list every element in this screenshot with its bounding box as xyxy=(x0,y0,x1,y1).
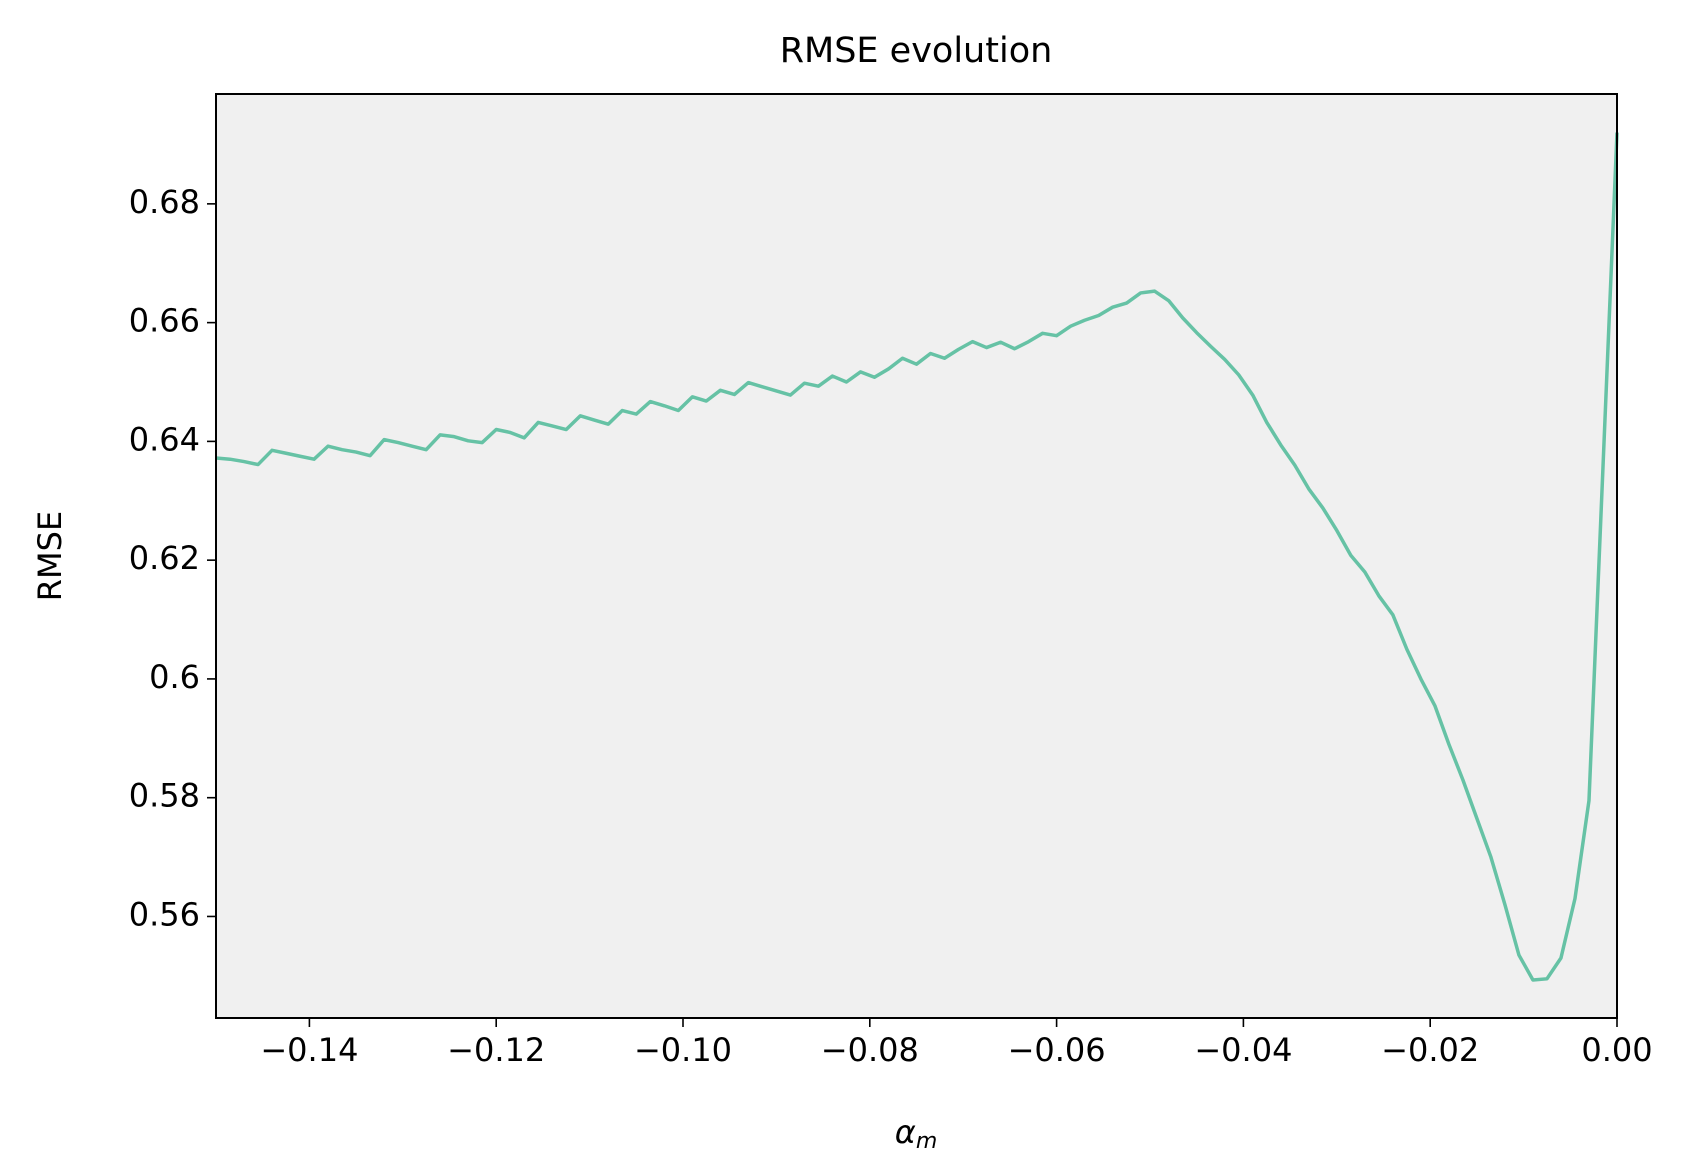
y-tick-label: 0.6 xyxy=(149,658,200,696)
x-tick-label: 0.00 xyxy=(1581,1031,1652,1069)
y-tick-label: 0.66 xyxy=(129,302,200,340)
chart-title: RMSE evolution xyxy=(780,31,1053,71)
x-tick-label: −0.10 xyxy=(634,1031,732,1069)
y-axis-label: RMSE xyxy=(31,511,69,601)
y-tick-label: 0.58 xyxy=(129,777,200,815)
y-tick-label: 0.62 xyxy=(129,539,200,577)
y-tick-label: 0.68 xyxy=(129,183,200,221)
plot-frame xyxy=(215,93,1618,1019)
x-axis-label-base: α xyxy=(895,1113,916,1151)
y-tick-label: 0.64 xyxy=(129,420,200,458)
line-series xyxy=(215,132,1619,982)
x-tick-label: −0.12 xyxy=(447,1031,545,1069)
x-tick-label: −0.06 xyxy=(1008,1031,1106,1069)
x-tick-label: −0.08 xyxy=(821,1031,919,1069)
y-tick-label: 0.56 xyxy=(129,895,200,933)
x-axis-label-subscript: m xyxy=(916,1129,937,1154)
x-axis-label: αm xyxy=(895,1113,938,1154)
x-tick-label: −0.14 xyxy=(260,1031,358,1069)
x-tick-label: −0.02 xyxy=(1381,1031,1479,1069)
x-tick-label: −0.04 xyxy=(1194,1031,1292,1069)
plot-area xyxy=(216,94,1617,1018)
